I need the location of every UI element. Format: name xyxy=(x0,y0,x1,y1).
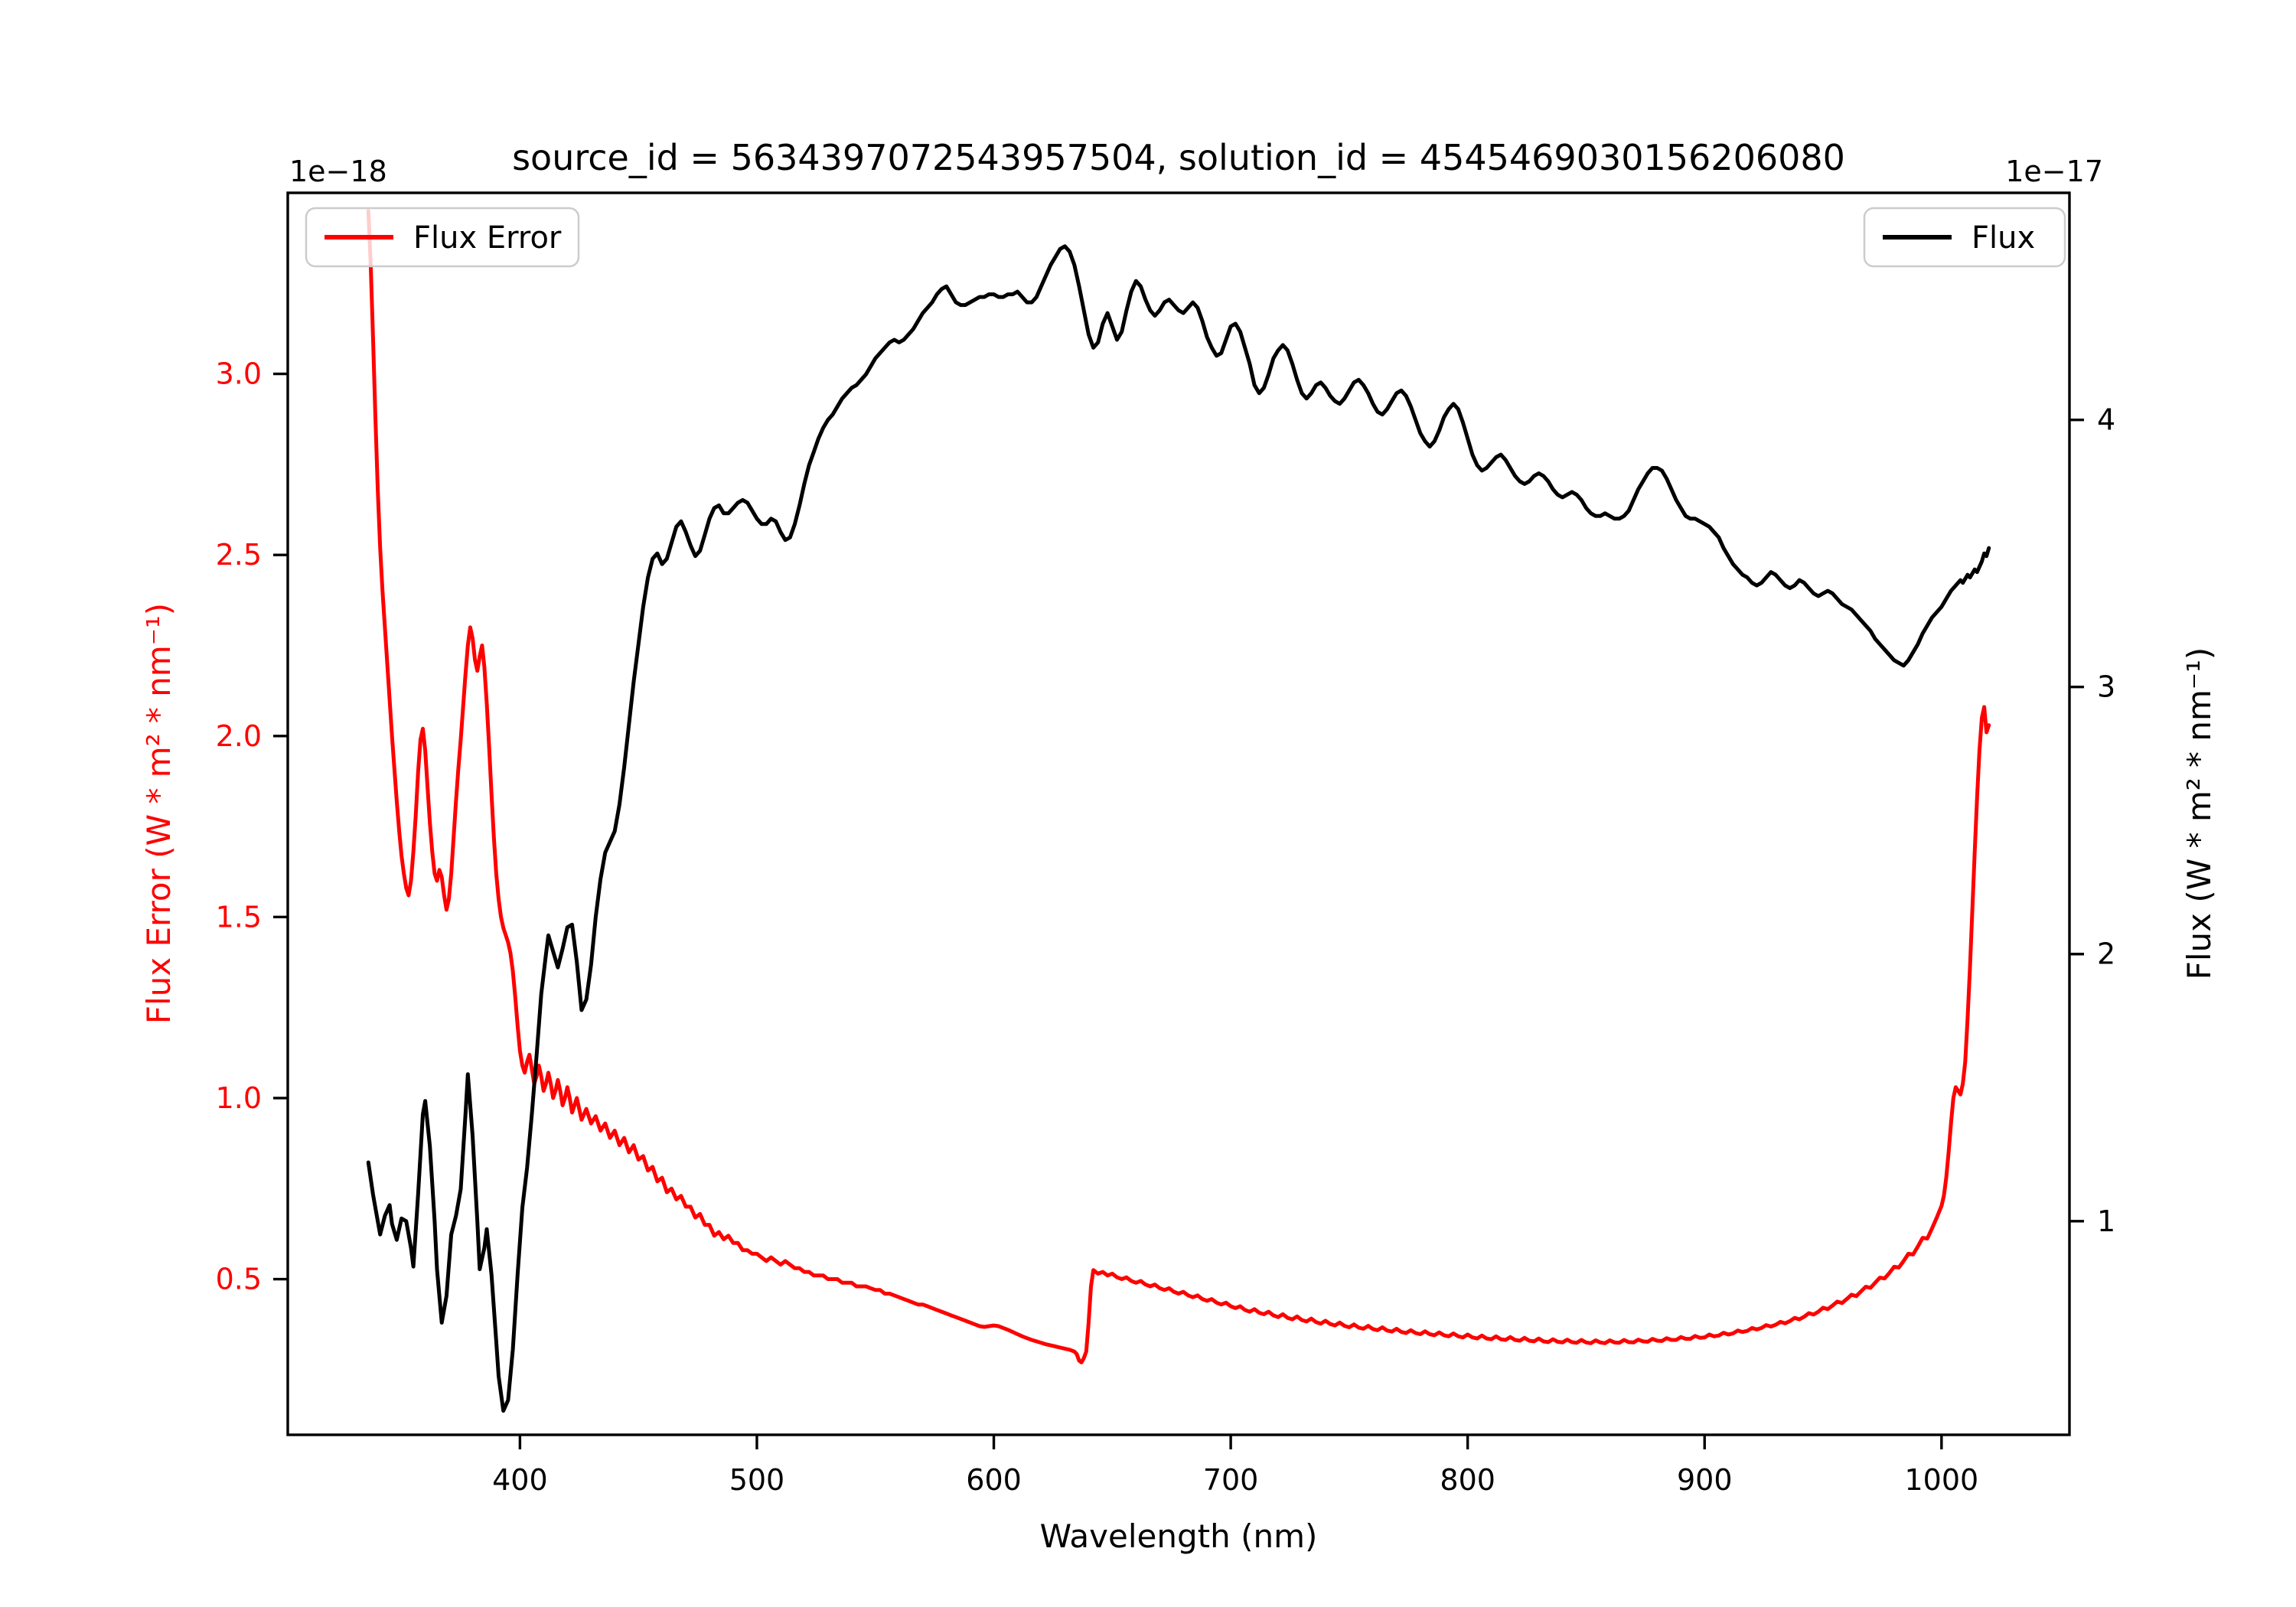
right-axis-offset-text: 1e−17 xyxy=(2005,155,2103,188)
x-tick-label: 900 xyxy=(1677,1463,1733,1497)
x-axis-label: Wavelength (nm) xyxy=(1040,1517,1318,1555)
left-axis-offset-text: 1e−18 xyxy=(289,155,387,188)
left-y-tick-label: 2.5 xyxy=(216,538,262,572)
axis-ticks xyxy=(273,372,2084,1449)
x-tick-label: 600 xyxy=(966,1463,1022,1497)
chart-title: source_id = 5634397072543957504, solutio… xyxy=(512,137,1845,178)
axes-frame xyxy=(286,191,2071,1436)
legend-label-flux-error: Flux Error xyxy=(413,220,562,256)
right-y-tick-label: 1 xyxy=(2097,1204,2115,1238)
left-y-tick-label: 3.0 xyxy=(216,357,262,391)
x-tick-label: 400 xyxy=(492,1463,548,1497)
plot-area xyxy=(288,193,2069,1435)
right-y-tick-label: 2 xyxy=(2097,937,2115,971)
x-tick-label: 500 xyxy=(729,1463,785,1497)
left-y-tick-label: 1.0 xyxy=(216,1081,262,1115)
axis-tick-labels: 400 500 600 700 800 900 1000 0.5 1.0 1.5 2.0 2.5 3.0… xyxy=(216,357,2116,1497)
legend-flux: Flux xyxy=(1863,207,2066,268)
series-line-flux-error xyxy=(366,209,1991,1364)
right-y-axis-label: Flux (W * m² * nm⁻¹) xyxy=(2180,647,2218,980)
left-y-tick-label: 1.5 xyxy=(216,900,262,934)
left-y-axis-label: Flux Error (W * m² * nm⁻¹) xyxy=(140,603,178,1024)
legend-label-flux: Flux xyxy=(1971,220,2035,256)
x-tick-label: 800 xyxy=(1440,1463,1495,1497)
series-line-flux xyxy=(366,244,1991,1413)
legend-flux-error: Flux Error xyxy=(305,207,580,268)
right-y-tick-label: 3 xyxy=(2097,670,2115,704)
x-tick-label: 1000 xyxy=(1904,1463,1978,1497)
legend-box xyxy=(305,207,580,268)
left-y-tick-label: 2.0 xyxy=(216,719,262,753)
right-y-tick-label: 4 xyxy=(2097,403,2115,437)
legend-box xyxy=(1863,207,2066,268)
left-y-tick-label: 0.5 xyxy=(216,1263,262,1296)
x-tick-label: 700 xyxy=(1203,1463,1259,1497)
data-series xyxy=(366,209,1991,1413)
